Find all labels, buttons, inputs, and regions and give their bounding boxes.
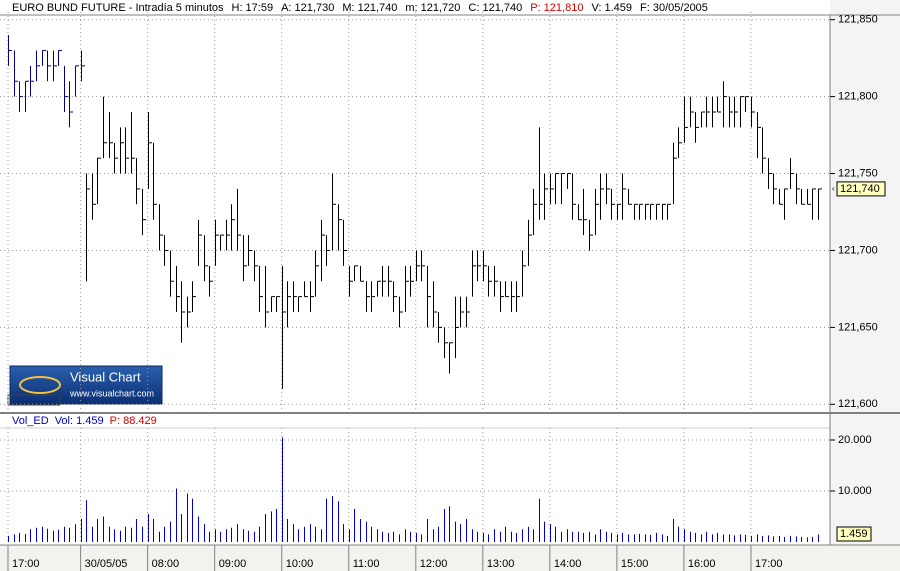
right-axis-panel [830,0,900,545]
volume-title: Vol_ED [12,415,49,427]
y-tick-label: 10.000 [838,485,872,497]
header-field: V: 1.459 [591,2,632,14]
header: EURO BUND FUTURE - Intradía 5 minutos H: … [12,2,708,14]
x-tick-label: 11:00 [353,558,380,570]
y-tick-label: 121,650 [838,321,878,333]
y-tick-label: 121,750 [838,167,878,179]
header-field: A: 121,730 [281,2,334,14]
x-tick-label: 30/05/05 [85,558,128,570]
y-tick-label: 121,800 [838,91,878,103]
y-tick-label: 121,850 [838,14,878,26]
volume-header: Vol_ED Vol: 1.459 P: 88.429 [12,415,157,427]
last-marker: ‹ [832,184,835,193]
header-field: C: 121,740 [468,2,522,14]
header-title: EURO BUND FUTURE - Intradía 5 minutos [12,2,224,14]
x-tick-label: 16:00 [688,558,716,570]
logo-box [9,365,163,405]
last-value-box [836,181,886,197]
x-tick-label: 10:00 [286,558,314,570]
header-field: M: 121,740 [342,2,397,14]
header-field: H: 17:59 [232,2,274,14]
x-tick-label: 17:00 [755,558,783,570]
x-tick-label: 15:00 [621,558,649,570]
x-tick-label: 12:00 [420,558,448,570]
y-tick-label: 121,600 [838,398,878,410]
header-field: m: 121,720 [405,2,460,14]
time-axis-panel [0,545,900,571]
x-tick-label: 08:00 [152,558,180,570]
header-field: F: 30/05/2005 [640,2,708,14]
logo: Visual Chart www.visualchart.com [9,365,163,405]
x-tick-label: 13:00 [487,558,515,570]
x-tick-label: 14:00 [554,558,582,570]
volume-field: P: 88.429 [110,415,157,427]
y-tick-label: 121,700 [838,244,878,256]
logo-title: Visual Chart [70,369,141,384]
y-tick-label: 20.000 [838,434,872,446]
logo-swoosh [19,376,61,394]
last-value-label: 1.459 [840,528,868,540]
x-tick-label: 17:00 [12,558,40,570]
logo-url: www.visualchart.com [69,388,154,398]
last-value-box [836,526,872,542]
last-value-label: 121,740 [840,183,880,195]
x-tick-label: 09:00 [219,558,247,570]
header-field: P: 121,810 [530,2,583,14]
volume-field: Vol: 1.459 [55,415,104,427]
